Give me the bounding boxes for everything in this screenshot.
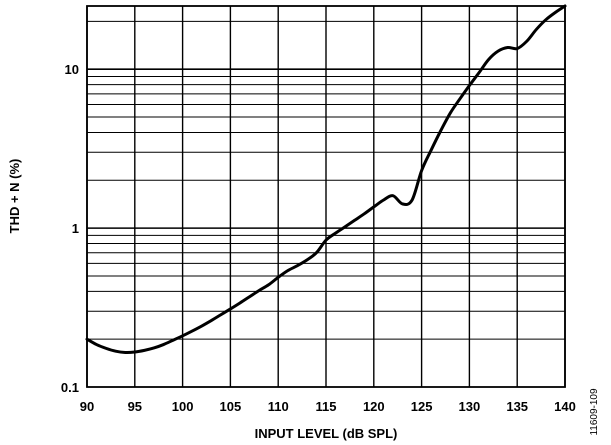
x-tick-labels: 90 95 100 105 110 115 120 125 130 135 140 [80,399,576,414]
figure-id: 11609-109 [589,388,600,436]
x-tick-label-105: 105 [220,399,242,414]
x-tick-label-100: 100 [172,399,194,414]
x-tick-label-130: 130 [459,399,481,414]
y-tick-label-10: 10 [65,62,79,77]
x-tick-label-135: 135 [506,399,528,414]
x-tick-label-95: 95 [128,399,142,414]
x-tick-label-125: 125 [411,399,433,414]
x-tick-label-115: 115 [316,399,337,414]
x-tick-label-110: 110 [268,399,289,414]
y-axis-title: THD + N (%) [7,159,22,234]
y-tick-labels: 0.1 1 10 [61,62,79,395]
plot-frame [86,5,566,388]
grid [86,6,566,387]
x-tick-label-140: 140 [554,399,576,414]
x-tick-label-120: 120 [363,399,385,414]
y-tick-label-1: 1 [72,221,79,236]
x-axis-title: INPUT LEVEL (dB SPL) [255,426,398,441]
y-tick-label-0.1: 0.1 [61,380,79,395]
thd-n-curve [85,4,567,354]
x-tick-label-90: 90 [80,399,94,414]
